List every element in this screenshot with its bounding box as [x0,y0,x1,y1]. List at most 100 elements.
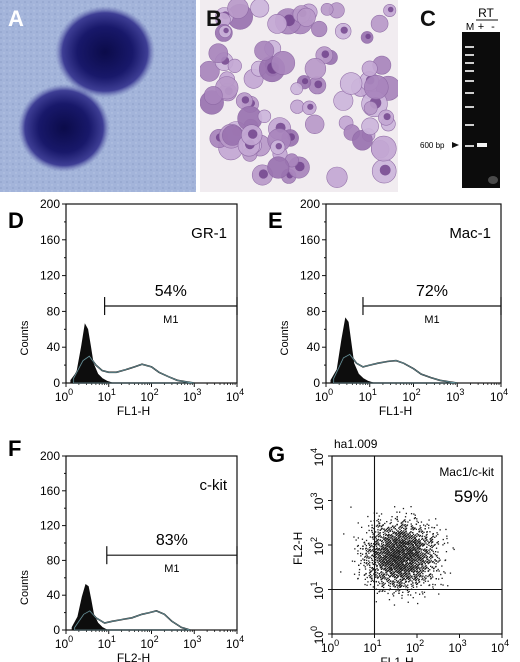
event-dot [412,544,414,546]
event-dot [415,541,417,543]
event-dot [423,579,425,581]
event-dot [407,594,409,596]
event-dot [399,551,401,553]
event-dot [402,591,404,593]
event-dot [411,567,413,570]
event-dot [413,528,415,530]
event-dot [420,529,422,531]
event-dot [386,573,388,575]
event-dot [382,531,384,534]
event-dot [418,558,420,560]
event-dot [433,567,435,569]
event-dot [425,534,427,536]
y-tick-label: 0 [313,376,320,390]
event-dot [404,544,406,546]
event-dot [364,583,366,586]
event-dot [434,553,436,556]
event-dot [375,545,378,547]
event-dot [400,555,403,557]
event-dot [381,560,383,562]
event-dot [387,545,389,547]
event-dot [391,573,394,575]
event-dot [388,584,390,586]
event-dot [411,577,414,579]
event-dot [407,587,409,589]
event-dot [403,575,405,577]
x-tick-label: 104 [490,387,508,404]
x-tick-label: 104 [491,638,509,655]
event-dot [389,560,391,562]
event-dot [382,559,384,561]
event-dot [388,541,391,543]
event-dot [415,553,418,556]
event-dot [401,584,403,587]
event-dot [387,542,389,544]
event-dot [409,532,411,534]
event-dot [378,563,380,565]
event-dot [408,557,411,559]
event-dot [411,548,413,550]
event-dot [402,533,404,535]
event-dot [424,535,426,538]
event-dot [407,543,409,545]
event-dot [379,559,381,562]
event-dot [371,577,373,579]
event-dot [404,524,406,526]
event-dot [381,565,383,568]
event-dot [409,519,411,521]
event-dot [419,555,421,557]
y-tick-base: 10 [312,631,326,645]
x-tick-exponent: 2 [419,638,424,648]
event-dot [380,571,383,573]
event-dot [414,575,416,577]
event-dot [417,602,419,605]
event-dot [407,539,409,541]
event-dot [392,575,394,577]
event-dot [419,534,422,537]
event-dot [376,567,378,570]
event-dot [420,569,422,572]
event-dot [427,552,430,554]
event-dot [405,525,407,528]
colony-1 [55,6,155,98]
event-dot [432,535,434,537]
event-dot [387,592,389,595]
event-dot [390,580,392,582]
event-dot [375,576,377,578]
event-dot [414,550,416,552]
event-dot [417,574,419,577]
event-dot [394,517,397,520]
event-dot [434,543,436,546]
event-dot [399,543,401,546]
event-dot [398,575,400,577]
event-dot [377,584,379,586]
event-dot [406,524,409,526]
event-dot [417,567,419,569]
event-dot [402,543,404,545]
event-dot [414,562,417,564]
x-tick-label: 102 [140,634,158,651]
event-dot [381,543,383,545]
event-dot [415,579,417,581]
event-dot [391,546,393,548]
y-tick-label: 120 [40,269,60,283]
event-dot [366,554,368,556]
event-dot [396,571,399,573]
event-dot [398,572,400,574]
event-dot [430,565,432,567]
event-dot [442,584,444,586]
event-dot [391,564,393,566]
event-dot [429,569,431,571]
event-dot [375,563,377,566]
event-dot [385,569,387,571]
event-dot [385,562,387,564]
event-dot [386,578,388,581]
event-dot [393,549,396,551]
event-dot [433,544,435,546]
event-dot [384,522,386,525]
event-dot [398,569,400,571]
event-dot [392,593,394,595]
event-dot [398,539,400,541]
event-dot [378,573,381,575]
